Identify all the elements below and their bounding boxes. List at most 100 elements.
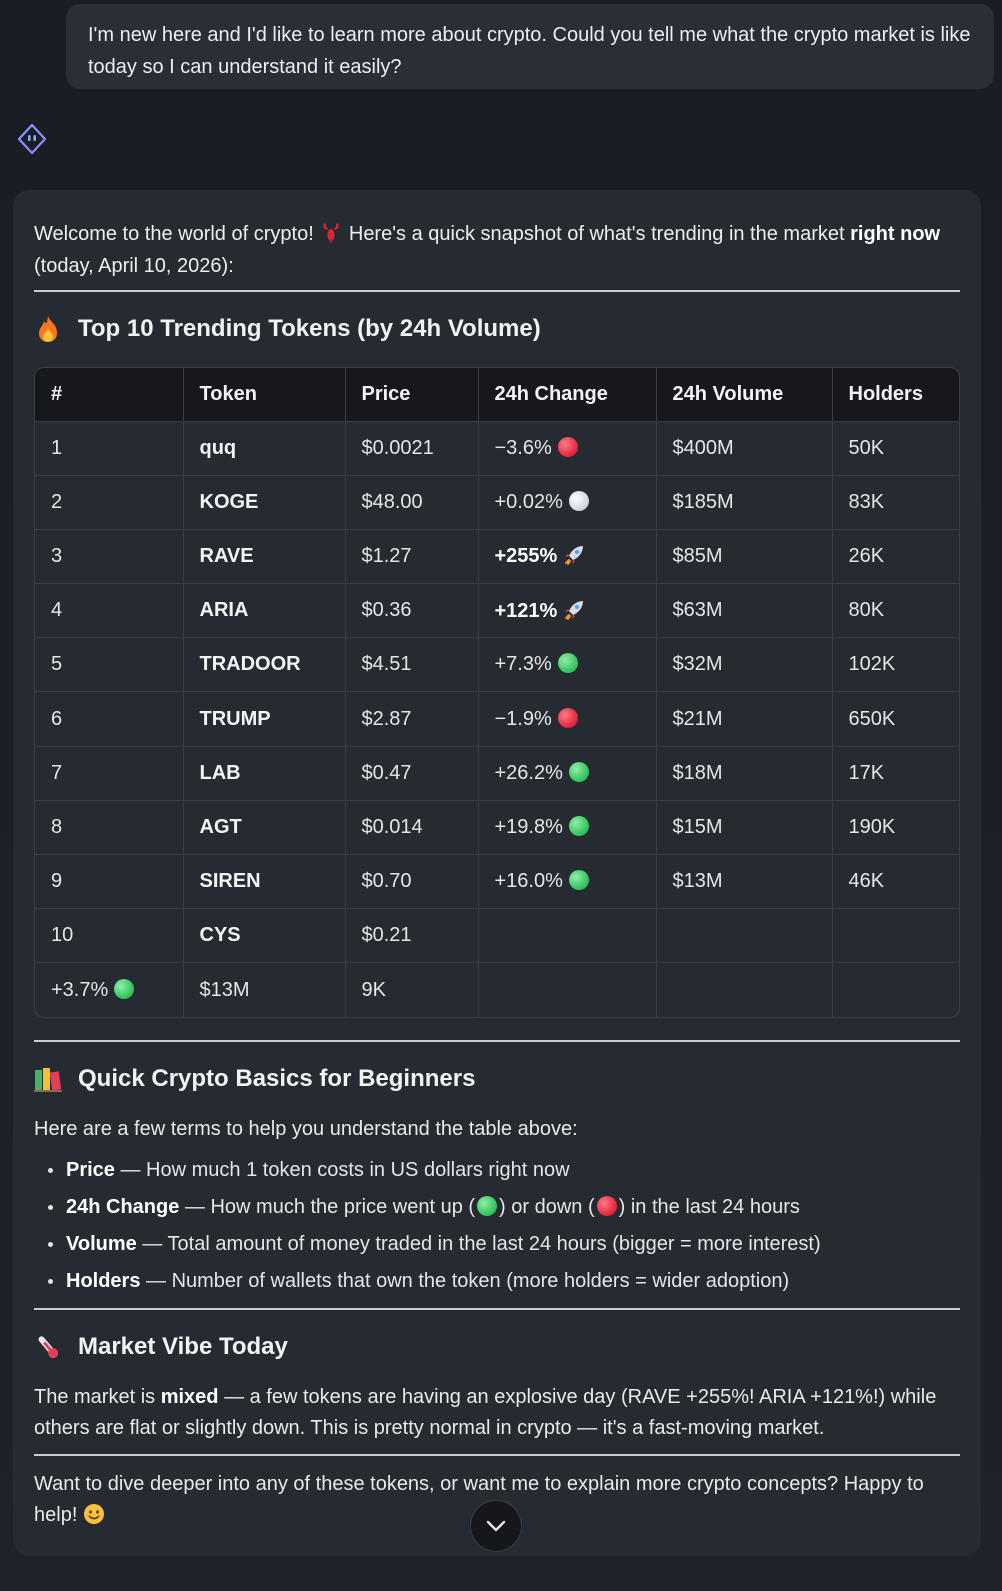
cell-rank: 5 bbox=[35, 637, 184, 692]
cell-change: +26.2% bbox=[478, 745, 657, 801]
red-circle-icon bbox=[557, 707, 578, 728]
cell-change: +121% bbox=[478, 583, 657, 638]
cell-overflow-text: 9K bbox=[361, 978, 386, 1001]
user-message-text: I'm new here and I'd like to learn more … bbox=[88, 24, 971, 78]
intro-text-3: (today, April 10, 2026): bbox=[34, 255, 234, 277]
table-row: 1 quq $0.0021 −3.6% $400M 50K bbox=[35, 420, 959, 476]
cell-overflow: $13M bbox=[183, 962, 346, 1017]
cell-rank: 1 bbox=[35, 420, 184, 476]
cell-token-text: AGT bbox=[199, 815, 242, 838]
red-circle-icon bbox=[596, 1196, 617, 1216]
rocket-emoji-icon bbox=[565, 546, 584, 566]
vibe-paragraph: The market is mixed — a few tokens are h… bbox=[34, 1382, 964, 1444]
cell-holders: 46K bbox=[832, 853, 959, 909]
cell-change: −1.9% bbox=[478, 691, 657, 747]
cell-price-text: $1.27 bbox=[361, 544, 412, 567]
cell-change: +16.0% bbox=[478, 853, 657, 909]
cell-change: +0.02% bbox=[478, 474, 657, 530]
cell-price: $0.47 bbox=[345, 745, 479, 801]
cell-rank: 7 bbox=[35, 745, 184, 801]
user-message-bubble: I'm new here and I'd like to learn more … bbox=[66, 4, 994, 89]
cell-price-text: $0.36 bbox=[361, 599, 412, 622]
cell-token-text: ARIA bbox=[199, 599, 249, 622]
cell-change: −3.6% bbox=[478, 420, 657, 476]
cell-change-text: +0.02% bbox=[494, 490, 563, 513]
cell-price: $0.21 bbox=[345, 908, 479, 963]
cell-rank: 9 bbox=[35, 853, 184, 909]
cell-rank-text: 9 bbox=[51, 870, 63, 893]
cell-price-text: $2.87 bbox=[361, 707, 412, 730]
cell-volume: $185M bbox=[656, 474, 833, 530]
table-header-row: # Token Price 24h Change 24h Volume Hold… bbox=[35, 368, 959, 421]
cell-token: TRADOOR bbox=[183, 637, 346, 692]
cell-rank: 2 bbox=[35, 474, 184, 530]
cell-holders: 26K bbox=[832, 528, 959, 584]
cell-rank-text: 2 bbox=[51, 490, 63, 513]
term-desc: ) in the last 24 hours bbox=[618, 1196, 800, 1218]
vibe-text-1: The market is bbox=[34, 1386, 161, 1408]
header-cell: # bbox=[35, 368, 184, 421]
cell-change: +255% bbox=[478, 528, 657, 584]
white-circle-icon bbox=[568, 490, 589, 511]
cell-token-text: TRUMP bbox=[199, 707, 271, 730]
table-title-text: Top 10 Trending Tokens (by 24h Volume) bbox=[78, 315, 541, 342]
cell-holders-text: 26K bbox=[848, 544, 885, 567]
cell-price: $0.014 bbox=[345, 799, 479, 855]
green-circle-icon bbox=[557, 653, 578, 674]
table-row: 2 KOGE $48.00 +0.02% $185M 83K bbox=[35, 474, 959, 530]
cell-token-text: RAVE bbox=[199, 544, 254, 567]
cell-change-text: −3.6% bbox=[494, 436, 552, 459]
bot-avatar-icon bbox=[17, 123, 47, 155]
divider bbox=[34, 1454, 960, 1456]
cell-change-text: +26.2% bbox=[494, 761, 563, 784]
cell-change bbox=[478, 908, 657, 963]
cell-price-text: $4.51 bbox=[361, 653, 412, 676]
cell-token-text: CYS bbox=[199, 924, 241, 947]
table-row: 10 CYS $0.21 bbox=[35, 908, 959, 963]
cell-price-text: $0.70 bbox=[361, 870, 412, 893]
header-cell: 24h Volume bbox=[656, 368, 833, 421]
cell-token-text: TRADOOR bbox=[199, 653, 301, 676]
intro-text-2: Here's a quick snapshot of what's trendi… bbox=[343, 223, 851, 245]
cell-rank: 6 bbox=[35, 691, 184, 747]
green-circle-icon bbox=[477, 1196, 498, 1216]
list-item: Price — How much 1 token costs in US dol… bbox=[34, 1152, 964, 1189]
table-row: 4 ARIA $0.36 +121% $63M 80K bbox=[35, 583, 959, 638]
term-label: Volume bbox=[66, 1233, 137, 1255]
divider bbox=[34, 1040, 960, 1042]
cell-holders: 650K bbox=[832, 691, 959, 747]
term-label: Price bbox=[66, 1159, 115, 1181]
cell-token: AGT bbox=[183, 799, 346, 855]
cell-holders: 80K bbox=[832, 583, 959, 638]
basics-title: Quick Crypto Basics for Beginners bbox=[34, 1063, 475, 1095]
cell-volume: $18M bbox=[656, 745, 833, 801]
cell-rank-text: 10 bbox=[51, 924, 74, 947]
cell-holders: 83K bbox=[832, 474, 959, 530]
cell-volume-text: $85M bbox=[672, 544, 723, 567]
green-circle-icon bbox=[114, 978, 135, 999]
scroll-down-button[interactable] bbox=[470, 1500, 522, 1552]
cell-token-text: KOGE bbox=[199, 490, 259, 513]
vibe-title: Market Vibe Today bbox=[34, 1331, 288, 1363]
table-row: 5 TRADOOR $4.51 +7.3% $32M 102K bbox=[35, 637, 959, 692]
cell-holders-text: 102K bbox=[848, 653, 896, 676]
vibe-bold: mixed bbox=[160, 1386, 219, 1408]
cell-empty bbox=[832, 962, 959, 1017]
cell-price: $48.00 bbox=[345, 474, 479, 530]
cell-empty bbox=[478, 962, 657, 1017]
chevron-down-icon bbox=[486, 1520, 506, 1532]
cell-token: LAB bbox=[183, 745, 346, 801]
divider bbox=[34, 1308, 960, 1310]
cell-holders-text: 80K bbox=[848, 599, 885, 622]
header-cell: Price bbox=[345, 368, 479, 421]
cell-rank-text: 4 bbox=[51, 599, 63, 622]
cell-rank: 4 bbox=[35, 583, 184, 638]
term-desc: — Number of wallets that own the token (… bbox=[140, 1270, 790, 1292]
green-circle-icon bbox=[568, 815, 589, 836]
cell-holders: 190K bbox=[832, 799, 959, 855]
cell-change: +19.8% bbox=[478, 799, 657, 855]
cell-token: RAVE bbox=[183, 528, 346, 584]
assistant-answer-card: Welcome to the world of crypto! Here's a… bbox=[13, 190, 981, 1556]
fire-emoji-icon bbox=[34, 315, 62, 343]
cell-price: $4.51 bbox=[345, 637, 479, 692]
